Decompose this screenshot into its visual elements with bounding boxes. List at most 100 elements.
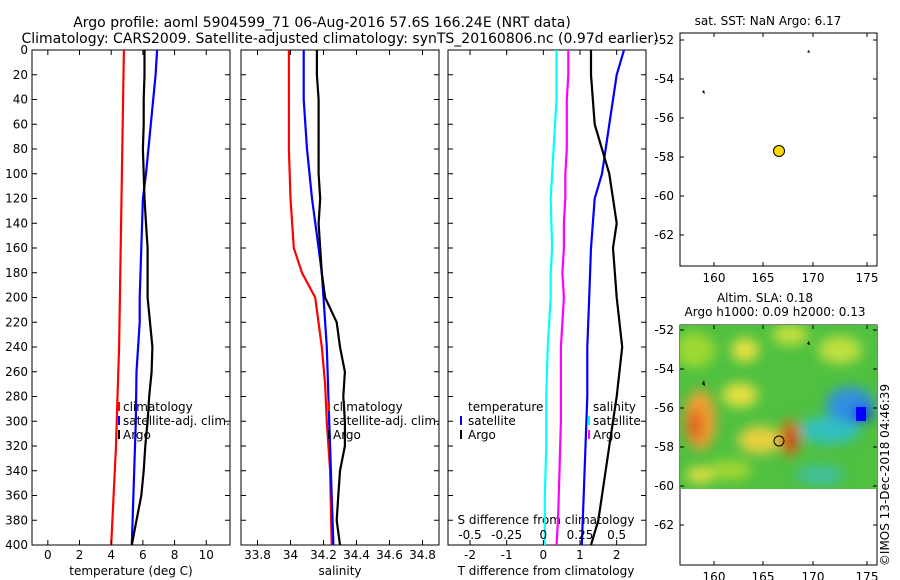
island-shape [807,341,810,345]
depth-tick-label: 400 [5,538,28,552]
depth-tick-label: 280 [5,390,28,404]
depth-tick-label: 220 [5,315,28,329]
x-tick-label: 0 [540,548,548,562]
map-lat-label: -56 [654,111,674,125]
difference-xlabel-t: T difference from climatology [457,564,635,578]
depth-tick-label: 180 [5,266,28,280]
map-lat-label: -54 [654,72,674,86]
depth-tick-label: 140 [5,216,28,230]
sla-low-patch [856,407,866,421]
map-lat-label: -58 [654,440,674,454]
island-shape [702,380,705,386]
map-lon-label: 175 [856,570,879,580]
x-tick-label: 8 [171,548,179,562]
depth-tick-label: 0 [20,43,28,57]
s-tick-label: -0.5 [458,528,481,542]
depth-tick-label: 40 [13,93,28,107]
depth-tick-label: 300 [5,414,28,428]
depth-tick-label: 260 [5,365,28,379]
x-tick-label: 34 [283,548,298,562]
x-tick-label: 6 [139,548,147,562]
salinity-panel: salinity 33.8 34 34.2 34.4 34.6 34.8 climatol… [240,49,440,578]
difference-series-salinity-satellite [543,50,558,545]
depth-tick-label: 320 [5,439,28,453]
island-shape [702,90,705,94]
temperature-series-argo [130,50,154,546]
map-lat-label: -54 [654,362,674,376]
legend-temperature-heading: temperature [468,400,543,414]
argo-location-marker [773,145,785,157]
depth-tick-label: 100 [5,167,28,181]
map-lat-label: -58 [654,150,674,164]
sla-map-title-2: Argo h1000: 0.09 h2000: 0.13 [685,305,866,319]
legend-s-argo-label: Argo [593,428,621,442]
imos-watermark: ©IMOS 13-Dec-2018 04:46:39 [878,384,892,566]
map-lon-label: 170 [802,271,825,285]
map-lat-label: -52 [654,323,674,337]
sla-map-title-1: Altim. SLA: 0.18 [717,291,813,305]
sst-map-title: sat. SST: NaN Argo: 6.17 [695,14,842,28]
difference-series-salinity-argo [555,50,570,546]
salinity-legend: climatology satellite-adj. clim. Argo [328,400,440,442]
x-tick-label: -1 [501,548,513,562]
x-tick-label: 34.8 [409,548,436,562]
legend-s-satellite-label: satellite [593,414,641,428]
temperature-plot-frame [31,49,231,546]
depth-tick-label: 360 [5,489,28,503]
map-lat-label: -56 [654,401,674,415]
x-tick-label: 2 [613,548,621,562]
sla-map: Altim. SLA: 0.18 Argo h1000: 0.09 h2000:… [654,291,878,580]
x-tick-label: 33.8 [244,548,271,562]
difference-xlabel-s: S difference from climatology [458,513,635,527]
temperature-panel: temperature (deg C) 0 2 4 6 8 10 0 20 40 60 80 100… [5,43,231,578]
map-lat-label: -62 [654,228,674,242]
title-line-1: Argo profile: aoml 5904599_71 06-Aug-201… [73,15,571,31]
depth-tick-label: 20 [13,68,28,82]
map-lon-label: 175 [856,271,879,285]
s-tick-label: -0.25 [491,528,522,542]
salinity-series-argo [315,50,346,546]
s-tick-label: 0 [540,528,548,542]
map-lon-label: 160 [703,570,726,580]
legend-argo-label: Argo [123,428,151,442]
depth-tick-label: 60 [13,117,28,131]
legend-satellite-label: satellite-adj. clim. [333,414,440,428]
x-tick-label: 34.4 [343,548,370,562]
legend-argo-label: Argo [333,428,361,442]
temperature-legend: climatology satellite-adj. clim. Argo [118,400,230,442]
depth-tick-label: 200 [5,291,28,305]
x-tick-label: 34.2 [310,548,337,562]
x-tick-label: 34.6 [376,548,403,562]
legend-t-argo-label: Argo [468,428,496,442]
sla-colour-field [680,325,877,489]
x-tick-label: 4 [107,548,115,562]
temperature-series-satellite-adj-clim- [130,49,159,546]
x-tick-label: 1 [576,548,584,562]
x-tick-label: -2 [464,548,476,562]
map-lat-label: -60 [654,479,674,493]
depth-tick-label: 340 [5,464,28,478]
map-lat-label: -60 [654,189,674,203]
legend-climatology-label: climatology [333,400,403,414]
legend-t-satellite-label: satellite [468,414,516,428]
temperature-xlabel: temperature (deg C) [69,564,192,578]
legend-satellite-label: satellite-adj. clim. [123,414,230,428]
s-tick-label: 0.5 [607,528,626,542]
legend-salinity-heading: salinity [593,400,636,414]
map-lon-label: 160 [703,271,726,285]
difference-series-temperature-argo [589,50,624,546]
s-tick-label: 0.25 [567,528,594,542]
title-line-2: Climatology: CARS2009. Satellite-adjuste… [21,31,658,47]
salinity-xlabel: salinity [318,564,361,578]
island-shape [807,50,810,53]
argo-location-marker [773,435,785,447]
difference-series-temperature-satellite [580,49,626,546]
salinity-series-climatology [287,50,333,546]
map-lon-label: 165 [752,271,775,285]
depth-tick-label: 80 [13,142,28,156]
sst-map: sat. SST: NaN Argo: 6.17 -52 -54 -56 -58 -60… [654,14,878,285]
difference-panel: T difference from climatology S differen… [447,49,647,578]
map-lon-label: 165 [752,570,775,580]
difference-legend: temperature satellite Argo salinity sate… [460,400,641,442]
